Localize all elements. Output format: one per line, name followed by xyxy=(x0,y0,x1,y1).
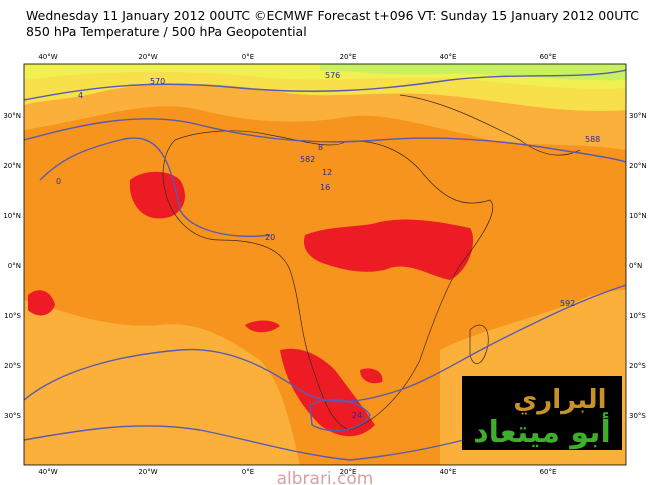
contour-label: 570 xyxy=(150,77,165,86)
longitude-label: 40°W xyxy=(38,468,57,476)
contour-label: 8 xyxy=(318,143,323,152)
latitude-label: 20°N xyxy=(3,162,21,170)
latitude-label: 0°N xyxy=(8,262,21,270)
forecast-title: Wednesday 11 January 2012 00UTC ©ECMWF F… xyxy=(26,8,639,23)
logo-line1: البراري xyxy=(513,385,606,415)
longitude-label: 20°E xyxy=(340,53,357,61)
logo: البراري أبو ميتعاد xyxy=(462,376,622,450)
forecast-subtitle: 850 hPa Temperature / 500 hPa Geopotenti… xyxy=(26,24,307,39)
longitude-label: 0°E xyxy=(242,53,254,61)
map-frame xyxy=(23,63,627,466)
latitude-label: 0°N xyxy=(629,262,642,270)
latitude-label: 10°S xyxy=(629,312,646,320)
contour-label: 20 xyxy=(265,233,275,242)
latitude-label: 30°S xyxy=(629,412,646,420)
longitude-label: 40°E xyxy=(440,468,457,476)
longitude-label: 60°E xyxy=(540,53,557,61)
latitude-label: 20°S xyxy=(4,362,21,370)
latitude-label: 10°N xyxy=(3,212,21,220)
contour-label: 16 xyxy=(320,183,330,192)
contour-label: 588 xyxy=(585,135,600,144)
longitude-label: 0°E xyxy=(242,468,254,476)
contour-label: 582 xyxy=(300,155,315,164)
longitude-label: 60°E xyxy=(540,468,557,476)
geopotential-contours xyxy=(24,69,626,461)
contour-label: 24 xyxy=(352,411,362,420)
contour-label: 592 xyxy=(560,299,575,308)
contour-labels: 570 582 576 588 4 8 12 16 20 24 0 592 xyxy=(56,71,600,420)
longitude-label: 20°E xyxy=(340,468,357,476)
longitude-label: 20°W xyxy=(138,53,157,61)
latitude-label: 30°S xyxy=(4,412,21,420)
latitude-label: 30°N xyxy=(3,112,21,120)
latitude-label: 30°N xyxy=(629,112,647,120)
longitude-label: 40°W xyxy=(38,53,57,61)
contour-label: 4 xyxy=(78,91,83,100)
contour-label: 576 xyxy=(325,71,340,80)
longitude-label: 20°W xyxy=(138,468,157,476)
watermark: albrari.com xyxy=(277,469,374,485)
contour-label: 12 xyxy=(322,168,332,177)
latitude-label: 20°N xyxy=(629,162,647,170)
contour-label: 0 xyxy=(56,177,61,186)
longitude-label: 40°E xyxy=(440,53,457,61)
latitude-label: 10°S xyxy=(4,312,21,320)
latitude-label: 10°N xyxy=(629,212,647,220)
logo-line2: أبو ميتعاد xyxy=(473,412,610,450)
latitude-label: 20°S xyxy=(629,362,646,370)
